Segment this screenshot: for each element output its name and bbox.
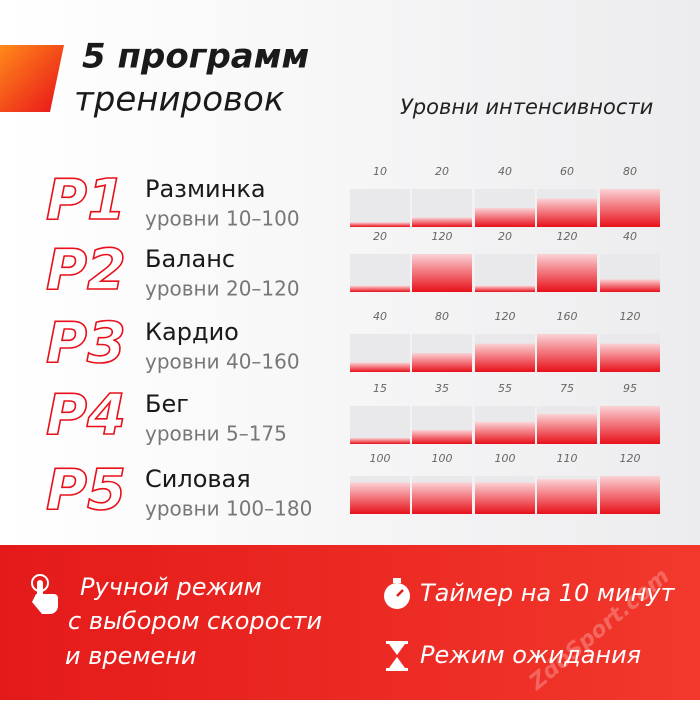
feature-text: с выбором скорости <box>68 607 322 635</box>
level-label: 120 <box>495 310 516 323</box>
level-bar <box>412 254 472 292</box>
hourglass-icon <box>386 641 408 671</box>
level-bar <box>537 479 597 514</box>
level-bar <box>600 476 660 514</box>
level-label: 120 <box>432 230 453 243</box>
hand-icon <box>31 574 58 614</box>
level-label: 110 <box>557 452 578 465</box>
level-label: 35 <box>435 382 449 395</box>
level-bar <box>350 285 410 292</box>
level-label: 160 <box>557 310 578 323</box>
level-bar <box>475 343 535 372</box>
program-code: P4 <box>46 383 126 448</box>
level-label: 100 <box>370 452 391 465</box>
level-bar <box>350 482 410 514</box>
feature-text: Таймер на 10 минут <box>420 579 675 607</box>
level-label: 10 <box>373 165 387 178</box>
level-slot <box>350 189 410 227</box>
program-range: уровни 10–100 <box>145 207 300 231</box>
level-label: 20 <box>435 165 449 178</box>
level-label: 75 <box>560 382 574 395</box>
feature-text: Режим ожидания <box>420 641 641 669</box>
level-label: 100 <box>495 452 516 465</box>
level-bar <box>537 334 597 372</box>
level-bar <box>600 406 660 444</box>
level-label: 120 <box>620 452 641 465</box>
feature-text: Ручной режим <box>80 573 262 601</box>
feature-text: и времени <box>65 642 197 670</box>
program-range: уровни 5–175 <box>145 422 287 446</box>
level-label: 15 <box>373 382 387 395</box>
level-bar <box>412 217 472 227</box>
program-code: P3 <box>46 311 126 376</box>
level-bar <box>600 189 660 227</box>
level-label: 120 <box>557 230 578 243</box>
level-bar <box>600 279 660 292</box>
level-bar <box>537 254 597 292</box>
level-bar <box>475 422 535 444</box>
feature-band <box>0 545 700 700</box>
level-bar <box>475 482 535 514</box>
level-slot <box>350 406 410 444</box>
program-name: Бег <box>145 390 189 418</box>
program-code: P1 <box>46 168 126 233</box>
level-bar <box>350 222 410 227</box>
level-bar <box>600 343 660 372</box>
title: тренировок <box>74 80 285 120</box>
accent-shape <box>0 45 64 112</box>
program-name: Кардио <box>145 318 239 346</box>
level-bar <box>350 438 410 444</box>
level-label: 95 <box>623 382 637 395</box>
program-name: Баланс <box>145 245 235 273</box>
level-label: 80 <box>623 165 637 178</box>
program-code: P5 <box>46 458 126 523</box>
program-range: уровни 40–160 <box>145 350 300 374</box>
level-label: 40 <box>498 165 512 178</box>
level-label: 100 <box>432 452 453 465</box>
program-name: Разминка <box>145 175 266 203</box>
level-bar <box>475 285 535 292</box>
level-label: 60 <box>560 165 574 178</box>
program-name: Силовая <box>145 465 251 493</box>
level-bar <box>475 208 535 227</box>
program-range: уровни 20–120 <box>145 277 300 301</box>
level-bar <box>412 482 472 514</box>
level-bar <box>350 362 410 372</box>
program-range: уровни 100–180 <box>145 497 312 521</box>
level-label: 20 <box>498 230 512 243</box>
level-label: 40 <box>623 230 637 243</box>
level-label: 80 <box>435 310 449 323</box>
level-bar <box>412 353 472 372</box>
level-bar <box>537 414 597 444</box>
level-bar <box>537 198 597 227</box>
level-label: 40 <box>373 310 387 323</box>
title: 5 программ <box>82 37 309 77</box>
level-bar <box>412 430 472 444</box>
timer-icon <box>384 578 410 609</box>
level-label: 120 <box>620 310 641 323</box>
program-code: P2 <box>46 238 126 303</box>
level-label: 55 <box>498 382 512 395</box>
intensity-title: Уровни интенсивности <box>400 95 653 119</box>
level-label: 20 <box>373 230 387 243</box>
